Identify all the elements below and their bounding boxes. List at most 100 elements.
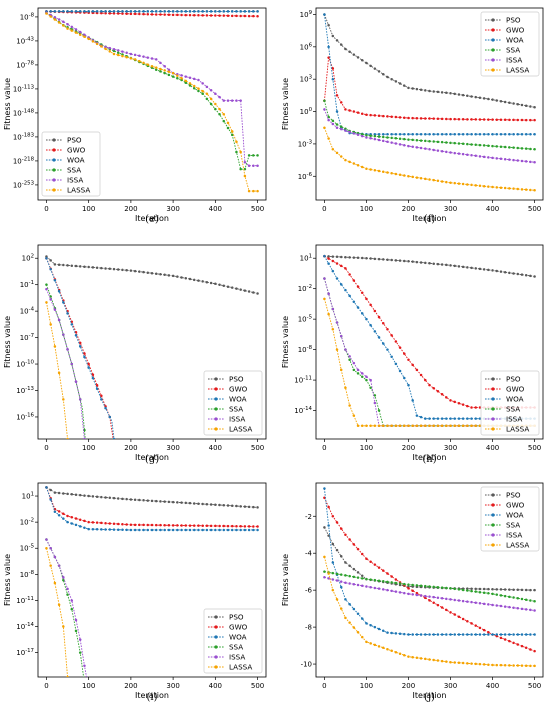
x-tick-label: 500 [528,205,541,213]
data-point [415,138,419,142]
data-point [252,164,255,167]
legend-marker [491,513,495,517]
data-point [428,599,431,602]
data-point [53,308,57,311]
data-point [365,134,368,137]
data-point [474,587,477,591]
data-point [495,633,499,636]
data-point [344,255,347,259]
data-point [407,655,410,658]
data-point [222,10,226,13]
data-point [440,180,444,183]
data-point [83,265,86,268]
data-point [331,259,335,263]
data-point [83,10,86,13]
data-point [499,186,503,189]
data-point [230,528,234,532]
data-point [449,264,452,267]
data-point [356,424,360,428]
data-point [331,561,335,564]
data-point [167,68,171,71]
data-point [373,132,377,136]
data-point [382,424,385,428]
data-point [524,160,528,163]
data-point [398,582,402,585]
data-point [365,61,368,65]
data-point [53,491,57,494]
data-point [83,494,86,497]
data-point [461,142,465,146]
data-point [327,505,330,509]
data-point [247,14,251,18]
legend-label: PSO [229,613,244,622]
data-point [445,597,448,601]
x-tick-label: 0 [44,682,48,690]
data-point [129,12,133,16]
data-point [159,273,162,276]
data-point [66,675,69,677]
data-point [461,132,465,136]
data-point [424,633,427,636]
data-point [95,521,99,524]
data-point [398,369,402,373]
data-point [529,274,532,278]
data-point [407,587,410,590]
data-point [116,522,120,526]
data-point [339,527,343,530]
data-point [49,268,52,271]
data-point [436,90,440,94]
data-point [344,267,347,270]
data-point [377,138,381,142]
data-point [159,67,162,71]
data-point [369,378,372,382]
data-point [188,82,192,85]
data-point [133,53,137,57]
data-point [180,13,183,17]
data-point [180,77,183,80]
data-point [466,142,469,146]
x-tick-label: 100 [360,205,373,213]
data-point [70,522,74,525]
data-point [78,638,82,641]
data-point [83,355,86,359]
data-point [116,528,120,531]
data-point [205,524,209,528]
data-point [142,12,145,16]
series-line-pso [324,255,535,277]
data-point [163,523,166,527]
data-point [508,639,511,643]
data-point [230,99,234,102]
data-point [461,588,465,592]
x-tick-label: 0 [322,444,326,452]
data-point [352,361,356,365]
data-point [466,118,469,121]
data-point [533,148,536,151]
data-point [461,152,465,156]
data-point [503,118,507,122]
data-point [214,102,217,106]
data-point [424,657,427,661]
data-point [335,151,339,155]
data-point [453,117,456,121]
data-point [508,588,511,591]
data-point [201,82,204,85]
data-point [377,424,381,428]
data-point [360,424,364,428]
data-point [121,50,124,53]
data-point [218,283,221,287]
data-point [91,495,95,498]
data-point [197,528,200,532]
legend-label: WOA [506,395,524,404]
series-woa [45,10,259,13]
data-point [398,632,402,636]
data-point [344,561,347,564]
data-point [411,132,414,136]
data-point [66,514,69,518]
data-point [449,151,452,154]
data-point [407,424,410,428]
data-point [529,132,532,136]
series-lassa [45,546,69,677]
data-point [373,401,377,405]
data-point [533,118,536,122]
data-point [457,615,461,619]
